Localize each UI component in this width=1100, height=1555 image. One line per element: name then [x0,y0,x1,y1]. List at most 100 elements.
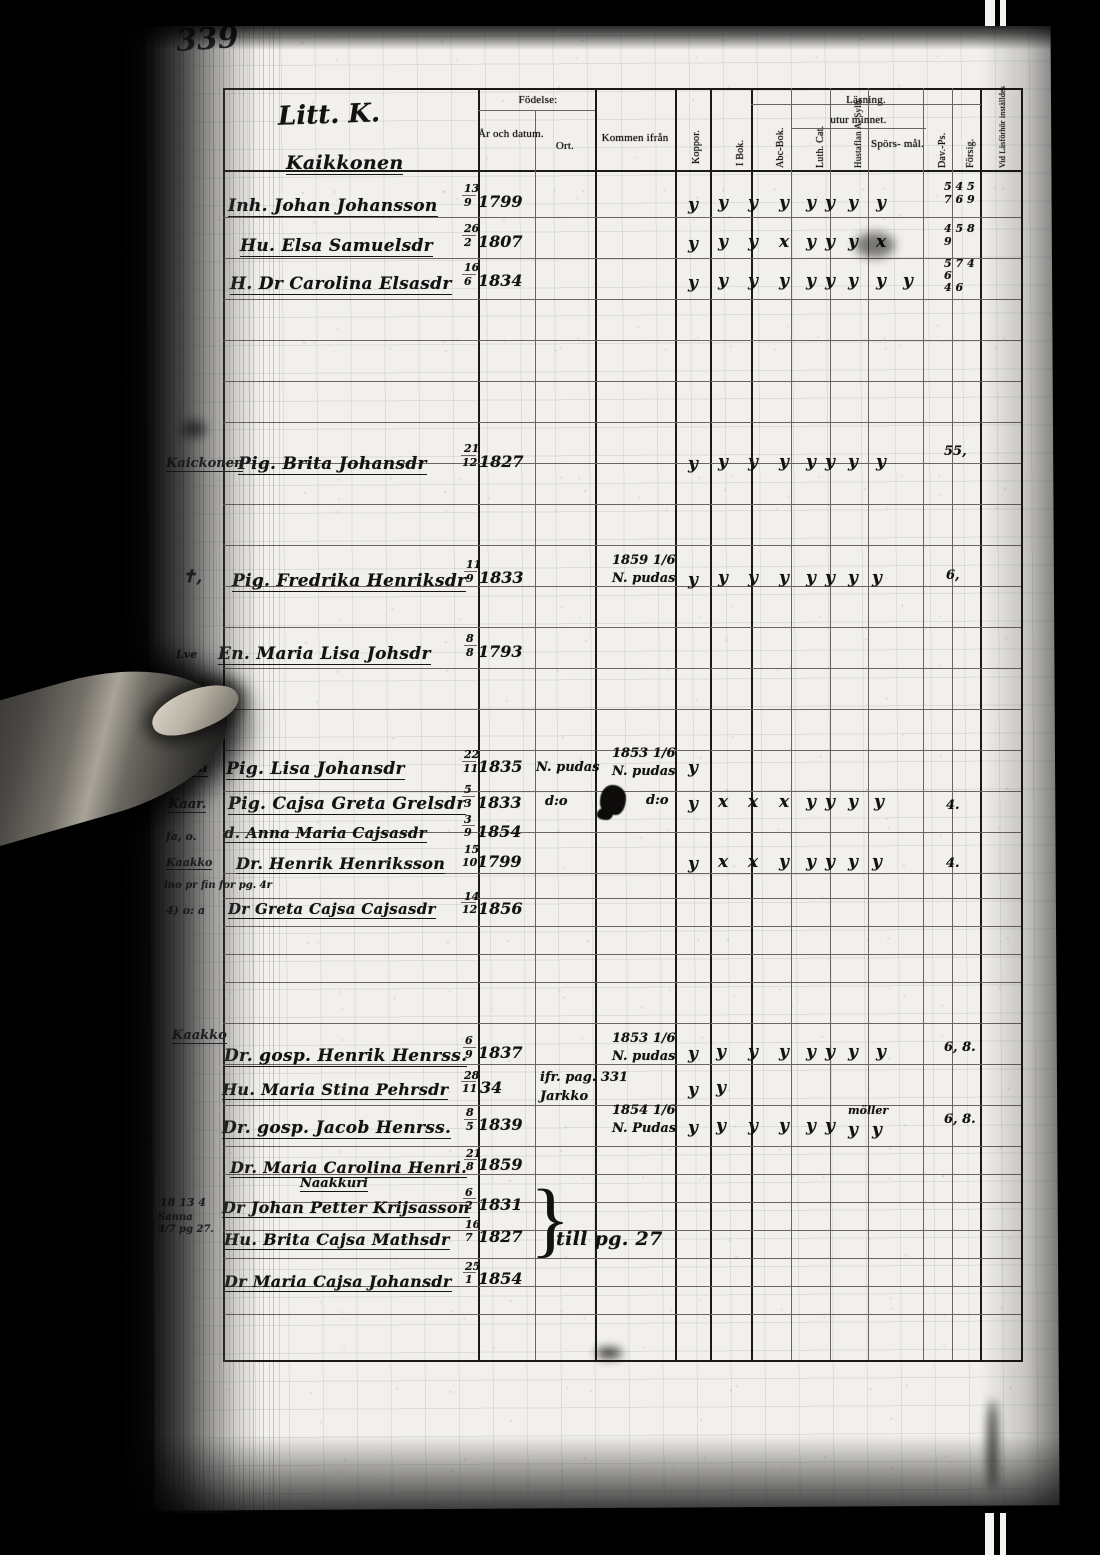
came-from-value: 1859 1/6 N. pudas [612,553,676,586]
col-sep-luthcat [830,88,831,1360]
date-fraction-bar [462,825,475,826]
date-fraction-bar [462,761,476,762]
tick-in-book: y [718,452,728,472]
tick-questions: y [848,271,858,291]
tick-abc-book: y [748,452,758,472]
person-name: d. Anna Maria Cajsasdr [224,824,427,843]
row-rule [223,926,1021,927]
date-fraction-bar [462,195,476,196]
tick-david-psalms: y [876,1042,886,1062]
row-rule [223,340,1021,341]
birth-month: 11 [463,762,479,775]
tick-abc-book: y [748,232,758,252]
birth-day: 13 [464,182,480,195]
person-name: Dr. gosp. Jacob Henrss. [222,1118,452,1139]
tick-abc-book: y [748,568,758,588]
tick-hustaflan: y [806,852,816,872]
tick-abc-book: y [748,193,758,213]
row-rule [223,898,1021,899]
birth-year: 1833 [479,568,524,587]
ink-blot [597,808,613,820]
birth-year: 1793 [478,642,523,661]
attended-value: 55, [944,444,967,459]
date-fraction-bar [463,1198,476,1199]
person-name: Hu. Maria Stina Pehrsdr [222,1080,449,1100]
birth-day: 15 [464,843,480,856]
header-reading-group: Läsning. [846,94,886,106]
birth-month: 8 [466,1160,474,1173]
birth-day: 21 [466,1147,482,1160]
birth-day: 16 [464,261,480,274]
tick-luth-cat: y [779,452,789,472]
birth-year: 1834 [478,271,523,290]
date-fraction-bar [461,1081,476,1082]
tick-in-book: y [716,1078,726,1098]
tick-hustaflan: y [806,568,816,588]
tick-smallpox: y [688,454,698,474]
from-memory-underline [791,128,926,129]
tick-hustaflan: y [806,193,816,213]
tick-abc-book: x [748,852,759,872]
person-name: Pig. Fredrika Henriksdr [232,571,467,592]
birth-day: 6 [465,1186,473,1199]
tick-abc-book: y [748,1116,758,1136]
birth-month: 9 [464,196,472,209]
person-name: En. Maria Lisa Johsdr [218,644,431,665]
tick-hustaflan-2: y [825,1116,835,1136]
tick-smallpox: y [688,195,698,215]
tick-luth-cat: y [779,1042,789,1062]
tick-luth-cat: y [779,568,789,588]
came-from-value: 1853 1/6 N. pudas [612,746,676,779]
date-fraction-bar [462,235,476,236]
margin-note: 4) o: a [166,904,206,917]
tick-smallpox: y [688,570,698,590]
farm-label: Naakkuri [300,1176,368,1192]
tick-luth-cat: y [779,852,789,872]
birth-place-value: ifr. pag. 331 Jarkko [540,1070,629,1104]
person-name: Dr. Henrik Henriksson [236,854,446,874]
row-rule [223,1202,1021,1203]
person-name: H. Dr Carolina Elsasdr [230,274,452,295]
tick-david-psalms: y [872,568,882,588]
birth-day: 26 [464,222,480,235]
tick-smallpox: y [688,1044,698,1064]
tick-hustaflan-2: y [825,568,835,588]
header-came-from: Kommen ifrån [601,132,669,144]
row-rule [223,873,1021,874]
row-rule [223,954,1021,955]
birth-month: 8 [466,646,474,659]
tick-luth-cat: x [779,232,790,252]
tick-understanding: y [903,271,913,291]
birth-day: 8 [466,1106,474,1119]
person-name: Dr Maria Cajsa Johansdr [224,1272,452,1292]
tick-david-psalms: y [876,271,886,291]
row-rule [223,586,1021,587]
tick-in-book: y [718,232,728,252]
birth-day: 21 [464,442,480,455]
birth-month: 2 [465,1199,473,1212]
date-fraction-bar [464,571,477,572]
tick-hustaflan-2: y [825,193,835,213]
attended-value: 4. [946,856,960,871]
farm-label: Kaakko [172,1028,227,1044]
tick-smallpox: y [688,1118,698,1138]
person-name: Dr. Maria Carolina Henri. [230,1158,467,1178]
date-fraction-bar [463,1272,476,1273]
tick-smallpox: y [688,273,698,293]
tick-abc-book: y [748,1042,758,1062]
birth-month: 11 [462,1082,478,1095]
tick-david-psalms: y [872,1120,882,1140]
row-rule [223,258,1021,259]
margin-cross-mark: ✝, [182,567,203,587]
table-bottom-border [223,1360,1023,1362]
tick-hustaflan: y [806,232,816,252]
birth-year: 1835 [478,757,523,776]
date-fraction-bar [462,796,475,797]
birth-year: 1854 [477,822,522,841]
col-sep-hustaflan [868,88,869,1360]
row-rule [223,504,1021,505]
header-birth-group: Födelse: [518,94,558,106]
birth-place-value: N. pudas [536,760,600,775]
tick-questions: y [848,852,858,872]
row-rule [223,1174,1021,1175]
